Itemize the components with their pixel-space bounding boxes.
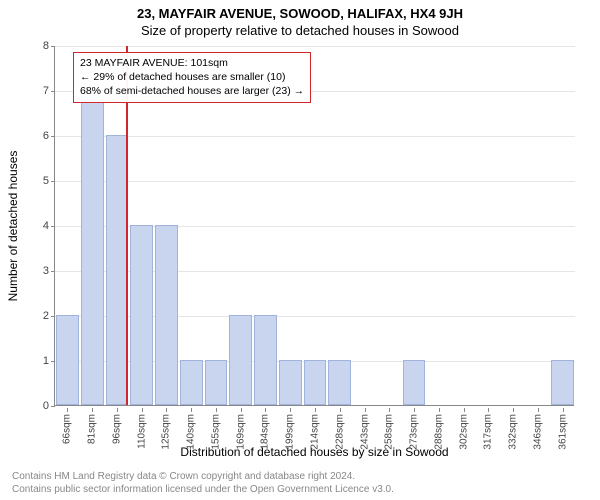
x-tick-label: 184sqm xyxy=(260,414,271,450)
x-tick-labels: 66sqm 81sqm 96sqm 110sqm 125sqm 140sqm 155sqm 1… xyxy=(55,408,575,464)
x-tick-mark xyxy=(166,408,167,412)
x-tick-mark xyxy=(563,408,564,412)
x-tick-mark xyxy=(92,408,93,412)
x-tick-label: 332sqm xyxy=(508,414,519,450)
histogram-bar xyxy=(130,225,153,405)
info-line-3: 68% of semi-detached houses are larger (… xyxy=(80,84,304,98)
histogram-bar xyxy=(56,315,79,405)
x-tick-label: 110sqm xyxy=(136,414,147,449)
x-tick-label: 288sqm xyxy=(433,414,444,450)
x-tick-mark xyxy=(142,408,143,412)
x-tick-mark xyxy=(265,408,266,412)
y-tick-label: 4 xyxy=(29,220,49,232)
chart-subtitle: Size of property relative to detached ho… xyxy=(0,21,600,38)
x-tick-label: 140sqm xyxy=(186,414,197,450)
gridline xyxy=(55,136,575,137)
histogram-bar xyxy=(551,360,574,405)
x-tick-label: 243sqm xyxy=(359,414,370,450)
y-tick-label: 1 xyxy=(29,355,49,367)
x-tick-label: 155sqm xyxy=(210,414,221,450)
y-tick-mark xyxy=(51,271,55,272)
x-tick-label: 81sqm xyxy=(87,414,98,444)
x-tick-mark xyxy=(340,408,341,412)
x-tick-label: 169sqm xyxy=(235,414,246,450)
histogram-bar xyxy=(229,315,252,405)
histogram-bar xyxy=(254,315,277,405)
x-tick-mark xyxy=(117,408,118,412)
x-tick-label: 66sqm xyxy=(62,414,73,444)
x-tick-label: 317sqm xyxy=(483,414,494,450)
y-tick-label: 5 xyxy=(29,175,49,187)
x-tick-mark xyxy=(513,408,514,412)
x-tick-mark xyxy=(488,408,489,412)
footer-line-1: Contains HM Land Registry data © Crown c… xyxy=(12,470,394,483)
y-axis-label: Number of detached houses xyxy=(6,150,20,301)
y-tick-label: 2 xyxy=(29,310,49,322)
y-tick-mark xyxy=(51,46,55,47)
x-tick-label: 199sqm xyxy=(285,414,296,450)
histogram-bar xyxy=(180,360,203,405)
y-tick-mark xyxy=(51,226,55,227)
chart-title: 23, MAYFAIR AVENUE, SOWOOD, HALIFAX, HX4… xyxy=(0,0,600,21)
histogram-bar xyxy=(81,90,104,405)
plot-wrap: Number of detached houses Distribution o… xyxy=(54,46,574,406)
histogram-bar xyxy=(328,360,351,405)
x-tick-mark xyxy=(365,408,366,412)
x-tick-mark xyxy=(216,408,217,412)
histogram-bar xyxy=(155,225,178,405)
x-tick-mark xyxy=(191,408,192,412)
histogram-bar xyxy=(279,360,302,405)
y-tick-mark xyxy=(51,406,55,407)
x-tick-label: 273sqm xyxy=(409,414,420,450)
gridline xyxy=(55,181,575,182)
x-tick-mark xyxy=(290,408,291,412)
histogram-bar xyxy=(205,360,228,405)
y-tick-label: 0 xyxy=(29,400,49,412)
footer-line-2: Contains public sector information licen… xyxy=(12,483,394,496)
info-line-1: 23 MAYFAIR AVENUE: 101sqm xyxy=(80,56,304,70)
x-tick-mark xyxy=(538,408,539,412)
y-tick-mark xyxy=(51,136,55,137)
footer: Contains HM Land Registry data © Crown c… xyxy=(12,470,394,496)
x-tick-mark xyxy=(241,408,242,412)
histogram-bar xyxy=(403,360,426,405)
y-tick-mark xyxy=(51,91,55,92)
y-tick-label: 3 xyxy=(29,265,49,277)
y-tick-label: 6 xyxy=(29,130,49,142)
x-tick-mark xyxy=(389,408,390,412)
x-tick-label: 302sqm xyxy=(458,414,469,450)
x-tick-label: 228sqm xyxy=(334,414,345,450)
y-tick-label: 8 xyxy=(29,40,49,52)
chart-container: 23, MAYFAIR AVENUE, SOWOOD, HALIFAX, HX4… xyxy=(0,0,600,500)
x-tick-label: 361sqm xyxy=(557,414,568,450)
info-line-2: ← 29% of detached houses are smaller (10… xyxy=(80,70,304,84)
x-tick-mark xyxy=(67,408,68,412)
x-tick-label: 258sqm xyxy=(384,414,395,450)
plot-area: Number of detached houses Distribution o… xyxy=(54,46,574,406)
x-tick-label: 214sqm xyxy=(310,414,321,450)
gridline xyxy=(55,46,575,47)
y-tick-label: 7 xyxy=(29,85,49,97)
y-tick-mark xyxy=(51,361,55,362)
info-box: 23 MAYFAIR AVENUE: 101sqm← 29% of detach… xyxy=(73,52,311,103)
x-tick-mark xyxy=(464,408,465,412)
x-tick-label: 125sqm xyxy=(161,414,172,450)
y-tick-mark xyxy=(51,316,55,317)
histogram-bar xyxy=(304,360,327,405)
x-tick-mark xyxy=(414,408,415,412)
x-tick-mark xyxy=(439,408,440,412)
x-tick-label: 346sqm xyxy=(532,414,543,450)
x-tick-label: 96sqm xyxy=(111,414,122,444)
x-tick-mark xyxy=(315,408,316,412)
y-tick-mark xyxy=(51,181,55,182)
